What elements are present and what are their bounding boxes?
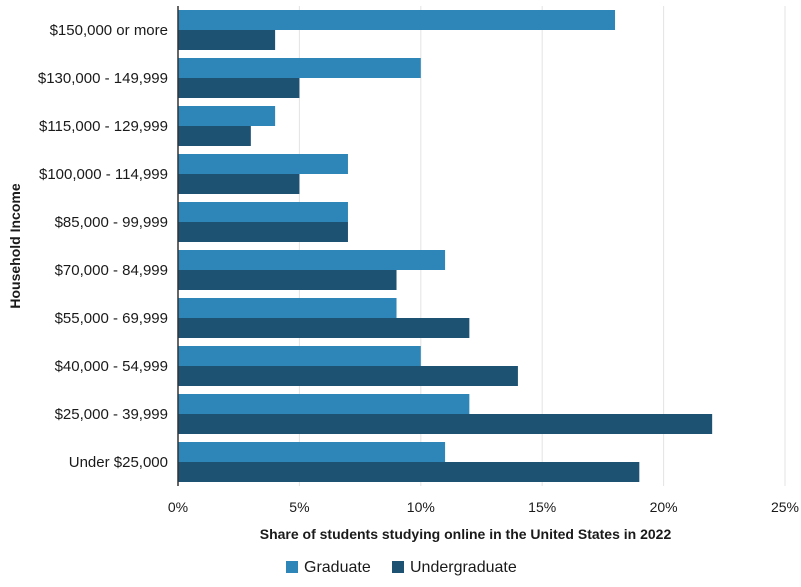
category-label: $150,000 or more: [50, 22, 168, 39]
bar-graduate-6: [178, 298, 397, 318]
bar-graduate-8: [178, 394, 470, 414]
legend-swatch-graduate: [286, 561, 298, 573]
bar-undergraduate-1: [178, 78, 300, 98]
x-axis-title: Share of students studying online in the…: [260, 526, 672, 542]
x-tick-label: 5%: [289, 499, 309, 515]
legend: Graduate Undergraduate: [286, 559, 517, 576]
category-label: Under $25,000: [69, 454, 168, 471]
category-label: $100,000 - 114,999: [39, 166, 168, 183]
bar-graduate-9: [178, 442, 446, 462]
bar-undergraduate-4: [178, 222, 348, 242]
legend-swatch-undergraduate: [392, 561, 404, 573]
bar-undergraduate-6: [178, 318, 470, 338]
bar-graduate-0: [178, 10, 616, 30]
bar-undergraduate-5: [178, 270, 397, 290]
category-label: $130,000 - 149,999: [38, 70, 168, 87]
bar-undergraduate-2: [178, 126, 251, 146]
category-label: $70,000 - 84,999: [55, 262, 168, 279]
bar-graduate-4: [178, 202, 348, 222]
bar-undergraduate-0: [178, 30, 276, 50]
bar-graduate-1: [178, 58, 421, 78]
bar-graduate-2: [178, 106, 276, 126]
bar-graduate-3: [178, 154, 348, 174]
legend-label-graduate: Graduate: [304, 559, 371, 576]
bar-undergraduate-7: [178, 366, 518, 386]
x-tick-label: 10%: [407, 499, 435, 515]
x-tick-labels: 0% 5% 10% 15% 20% 25%: [168, 499, 799, 515]
legend-label-undergraduate: Undergraduate: [410, 559, 517, 576]
category-label: $55,000 - 69,999: [55, 310, 168, 327]
category-label: $40,000 - 54,999: [55, 358, 168, 375]
bar-graduate-5: [178, 250, 446, 270]
category-label: $25,000 - 39,999: [55, 406, 168, 423]
category-labels: $150,000 or more $130,000 - 149,999 $115,0…: [38, 22, 168, 471]
bar-undergraduate-9: [178, 462, 640, 482]
category-label: $115,000 - 129,999: [39, 118, 168, 135]
x-tick-label: 15%: [528, 499, 556, 515]
category-label: $85,000 - 99,999: [55, 214, 168, 231]
bar-graduate-7: [178, 346, 421, 366]
x-tick-label: 25%: [771, 499, 799, 515]
y-axis-title: Household Income: [7, 183, 23, 308]
x-tick-label: 0%: [168, 499, 188, 515]
bar-undergraduate-3: [178, 174, 300, 194]
bar-undergraduate-8: [178, 414, 713, 434]
x-tick-label: 20%: [650, 499, 678, 515]
bars: [178, 10, 713, 482]
